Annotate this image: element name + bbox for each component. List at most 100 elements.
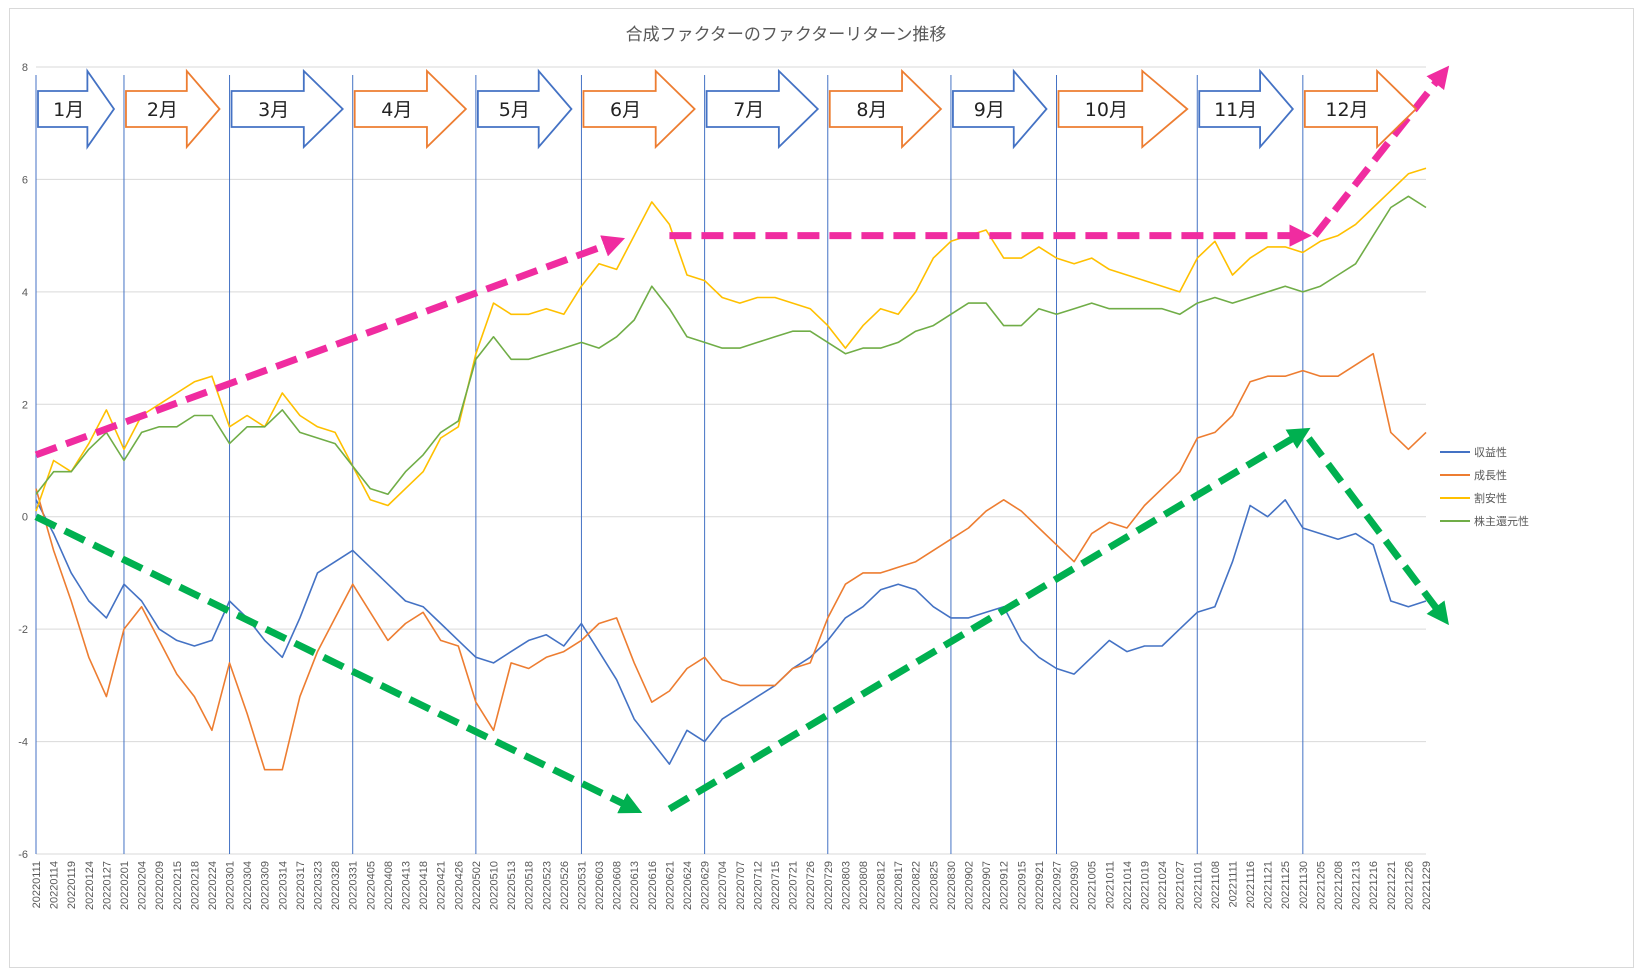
x-tick-label: 20220204	[137, 861, 149, 910]
x-tick-label: 20220812	[876, 861, 888, 910]
x-tick-label: 20220915	[1016, 861, 1028, 910]
x-tick-label: 20221019	[1139, 861, 1151, 910]
x-tick-label: 20220621	[664, 861, 676, 910]
y-tick-label: 0	[22, 512, 28, 524]
x-tick-label: 20220408	[383, 861, 395, 910]
x-tick-label: 20221027	[1175, 861, 1187, 910]
x-tick-label: 20220531	[576, 861, 588, 910]
x-tick-label: 20220624	[682, 861, 694, 910]
y-tick-label: 6	[22, 174, 28, 186]
x-tick-label: 20220111	[31, 861, 43, 908]
x-tick-label: 20220808	[858, 861, 870, 910]
x-tick-label: 20220323	[313, 861, 325, 910]
x-tick-label: 20221216	[1368, 861, 1380, 910]
x-tick-label: 20220526	[559, 861, 571, 910]
line-chart: 合成ファクターのファクターリターン推移 -6 -4 -2 0 2 4 6 8 20220111…	[18, 25, 1529, 910]
x-tick-label: 20220314	[277, 861, 289, 910]
month-label: 12月	[1325, 99, 1368, 121]
legend-label: 株主還元性	[1474, 514, 1529, 528]
x-tick-label: 20220405	[365, 861, 377, 910]
pink-trend-arrow	[34, 235, 626, 459]
month-label: 11月	[1214, 99, 1257, 121]
month-arrow	[353, 68, 468, 150]
y-tick-label: -4	[18, 737, 28, 749]
x-tick-label: 20220729	[823, 861, 835, 910]
x-tick-label: 20221213	[1351, 861, 1363, 910]
month-dividers	[35, 75, 1304, 854]
month-label: 9月	[974, 99, 1005, 121]
month-arrow	[828, 68, 943, 150]
chart-title: 合成ファクターのファクターリターン推移	[626, 25, 947, 45]
legend-label: 収益性	[1474, 445, 1507, 459]
gridlines	[36, 66, 1426, 855]
x-tick-label: 20220218	[189, 861, 201, 910]
x-tick-label: 20221130	[1298, 861, 1310, 909]
month-arrows: 1月 2月 3月 4月 5月 6月 7月 8月 9月 10月 11月 12月	[37, 68, 1418, 150]
y-axis: -6 -4 -2 0 2 4 6 8	[18, 62, 28, 861]
series-lines	[35, 167, 1427, 771]
series-line	[35, 195, 1427, 496]
green-trend-arrow	[667, 427, 1311, 813]
chart-frame: 合成ファクターのファクターリターン推移 -6 -4 -2 0 2 4 6 8 20220111…	[9, 8, 1634, 968]
x-tick-label: 20220127	[101, 861, 113, 910]
x-tick-label: 20220301	[225, 861, 237, 910]
green-trend-arrow	[1306, 436, 1449, 626]
x-tick-label: 20221111	[1227, 861, 1239, 908]
x-tick-label: 20220224	[207, 861, 219, 910]
x-tick-label: 20221208	[1333, 861, 1345, 910]
month-label: 6月	[610, 99, 641, 121]
x-tick-label: 20220704	[717, 861, 729, 910]
x-tick-label: 20220502	[471, 861, 483, 910]
y-tick-label: -6	[18, 849, 28, 861]
x-tick-label: 20220518	[524, 861, 536, 910]
x-tick-label: 20220608	[612, 861, 624, 910]
x-tick-label: 20221101	[1192, 861, 1204, 909]
x-tick-label: 20221229	[1421, 861, 1433, 910]
x-tick-label: 20220426	[453, 861, 465, 910]
trend-annotations	[34, 65, 1450, 814]
x-tick-label: 20220603	[594, 861, 606, 910]
x-tick-label: 20221014	[1122, 861, 1134, 910]
month-arrow	[1303, 68, 1418, 150]
legend-label: 割安性	[1474, 491, 1507, 505]
x-tick-label: 20220902	[964, 861, 976, 910]
month-label: 1月	[53, 99, 84, 121]
x-tick-label: 20220629	[700, 861, 712, 910]
month-label: 10月	[1085, 99, 1128, 121]
x-tick-label: 20220209	[154, 861, 166, 910]
x-tick-label: 20220317	[295, 861, 307, 910]
x-tick-label: 20220921	[1034, 861, 1046, 910]
x-tick-label: 20220927	[1052, 861, 1064, 910]
x-tick-label: 20220616	[647, 861, 659, 910]
x-tick-label: 20220201	[119, 861, 131, 910]
month-arrow	[37, 68, 116, 150]
x-tick-label: 20220912	[999, 861, 1011, 910]
x-tick-label: 20220930	[1069, 861, 1081, 910]
x-tick-label: 20221226	[1403, 861, 1415, 910]
x-tick-label: 20220817	[893, 861, 905, 910]
x-tick-label: 20220309	[260, 861, 272, 910]
x-axis: 20220111 20220114 20220119 20220124 20220127…	[31, 861, 1433, 910]
x-tick-label: 20220215	[172, 861, 184, 910]
y-tick-label: -2	[18, 624, 28, 636]
x-tick-label: 20220721	[788, 861, 800, 910]
x-tick-label: 20221121	[1263, 861, 1275, 909]
x-tick-label: 20220803	[840, 861, 852, 910]
x-tick-label: 20220715	[770, 861, 782, 910]
legend-label: 成長性	[1474, 468, 1507, 482]
y-tick-label: 2	[22, 399, 28, 411]
x-tick-label: 20220421	[436, 861, 448, 910]
x-tick-label: 20220328	[330, 861, 342, 910]
month-label: 5月	[499, 99, 530, 121]
y-tick-label: 8	[22, 62, 28, 74]
series-line	[35, 352, 1427, 771]
x-tick-label: 20220510	[488, 861, 500, 910]
x-tick-label: 20220119	[66, 861, 78, 909]
x-tick-label: 20220907	[981, 861, 993, 910]
x-tick-label: 20221125	[1280, 861, 1292, 909]
x-tick-label: 20221116	[1245, 861, 1257, 908]
month-label: 4月	[381, 99, 412, 121]
x-tick-label: 20220822	[911, 861, 923, 910]
x-tick-label: 20220413	[400, 861, 412, 910]
